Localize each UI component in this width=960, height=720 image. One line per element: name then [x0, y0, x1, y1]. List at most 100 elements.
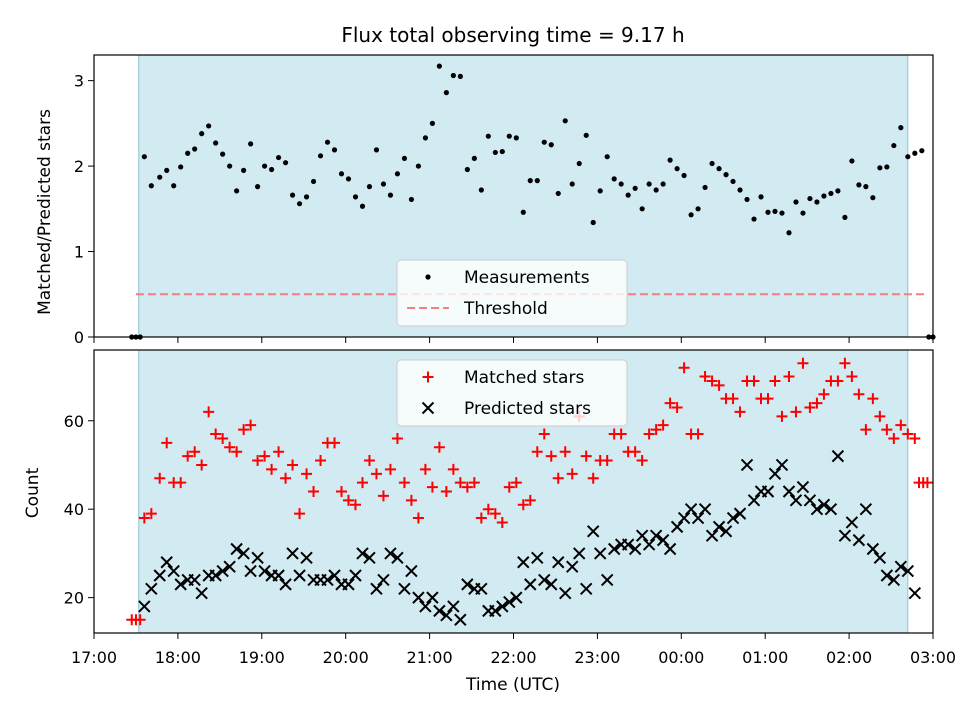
- data-point: [464, 166, 470, 173]
- data-point: [761, 485, 775, 498]
- data-point: [653, 187, 659, 193]
- data-point: [203, 406, 215, 418]
- data-point: [902, 428, 914, 440]
- data-point: [527, 178, 533, 184]
- data-point: [286, 547, 299, 560]
- y-tick-label: 1: [74, 243, 84, 262]
- data-point: [496, 516, 508, 528]
- data-point: [818, 388, 830, 400]
- legend-marker: [421, 401, 435, 415]
- data-point: [824, 502, 838, 516]
- data-point: [569, 181, 575, 187]
- data-point: [860, 424, 872, 436]
- data-point: [282, 160, 289, 166]
- data-point: [171, 183, 177, 189]
- data-point: [245, 419, 257, 431]
- data-point: [538, 428, 550, 440]
- legend-label: Predicted stars: [464, 399, 591, 419]
- data-point: [408, 196, 415, 203]
- data-point: [443, 90, 449, 96]
- data-point: [597, 188, 603, 194]
- data-point: [796, 480, 810, 494]
- legend: Matched stars Predicted stars: [396, 359, 628, 427]
- data-point: [887, 573, 901, 587]
- data-point: [664, 397, 676, 409]
- data-point: [817, 498, 831, 511]
- data-point: [811, 397, 823, 409]
- legend-marker: [422, 371, 434, 383]
- data-point: [209, 569, 222, 582]
- x-tick-label: 23:00: [574, 648, 620, 667]
- data-point: [154, 472, 166, 484]
- data-point: [776, 410, 788, 422]
- data-point: [471, 155, 477, 161]
- data-point: [559, 446, 571, 458]
- top-y-axis-label: Matched/Predicted stars: [35, 109, 55, 315]
- data-point: [174, 578, 187, 591]
- data-point: [391, 432, 403, 444]
- data-point: [310, 178, 317, 185]
- data-point: [709, 160, 715, 167]
- data-point: [874, 410, 886, 422]
- data-point: [705, 529, 719, 542]
- data-point: [380, 181, 387, 187]
- data-point: [758, 194, 764, 200]
- data-point: [517, 556, 530, 569]
- data-point: [189, 446, 201, 458]
- data-point: [768, 467, 782, 481]
- data-point: [454, 477, 466, 489]
- data-point: [296, 201, 303, 207]
- series-predicted-stars: [138, 449, 922, 626]
- data-point: [492, 149, 498, 156]
- data-point: [461, 578, 474, 591]
- data-point: [387, 192, 394, 198]
- data-point: [583, 132, 589, 138]
- data-point: [213, 140, 219, 146]
- data-point: [921, 477, 933, 489]
- data-point: [751, 216, 757, 222]
- data-point: [912, 150, 918, 156]
- data-point: [329, 437, 341, 449]
- data-point: [294, 508, 306, 520]
- data-point: [800, 210, 806, 216]
- data-point: [726, 511, 740, 525]
- data-point: [510, 591, 523, 604]
- data-point: [531, 446, 543, 458]
- data-point: [873, 551, 887, 565]
- data-point: [587, 472, 599, 484]
- data-point: [678, 362, 690, 374]
- data-point: [517, 499, 529, 511]
- x-tick-label: 00:00: [658, 648, 704, 667]
- data-point: [642, 538, 656, 551]
- data-point: [405, 564, 418, 578]
- data-point: [468, 477, 480, 489]
- data-point: [580, 450, 592, 462]
- data-point: [440, 486, 452, 497]
- data-point: [363, 551, 376, 565]
- data-point: [639, 206, 645, 212]
- data-point: [779, 210, 785, 216]
- data-point: [793, 199, 799, 205]
- data-point: [447, 463, 459, 475]
- data-point: [503, 595, 516, 609]
- data-point: [856, 182, 862, 188]
- data-point: [199, 131, 205, 137]
- data-point: [349, 499, 361, 511]
- data-point: [503, 481, 515, 493]
- data-point: [559, 586, 572, 600]
- data-point: [273, 446, 285, 458]
- data-point: [867, 393, 879, 405]
- chart-title: Flux total observing time = 9.17 h: [341, 23, 684, 47]
- data-point: [192, 146, 198, 152]
- data-point: [740, 458, 754, 472]
- data-point: [853, 388, 865, 400]
- data-point: [713, 379, 725, 391]
- data-point: [600, 573, 614, 587]
- data-point: [315, 455, 327, 467]
- y-tick-label: 2: [74, 157, 84, 176]
- data-point: [846, 371, 858, 383]
- data-point: [782, 485, 796, 498]
- data-point: [601, 455, 613, 467]
- data-point: [737, 187, 743, 193]
